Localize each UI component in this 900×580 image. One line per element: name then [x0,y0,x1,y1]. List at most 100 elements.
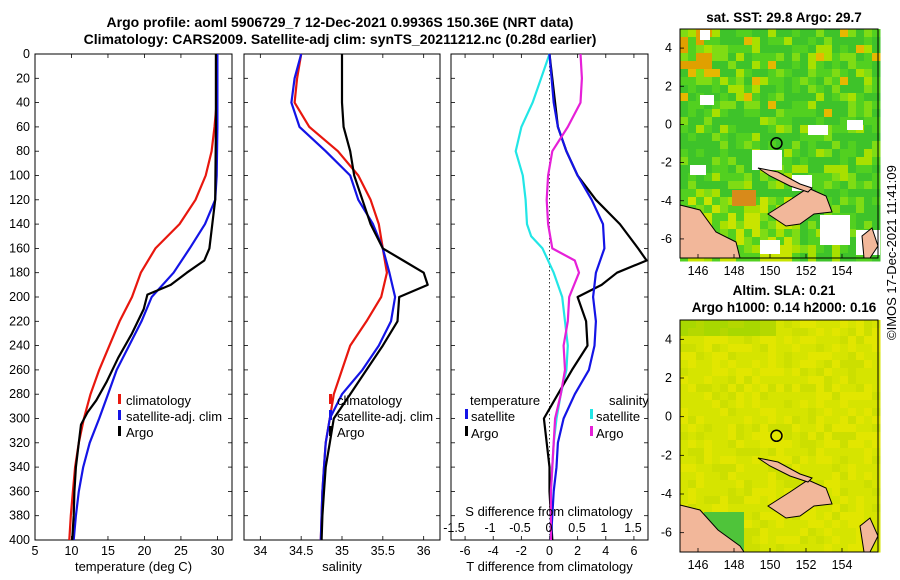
map-cell [848,448,857,457]
map-cell [712,173,721,182]
map-cell [856,456,865,465]
map-cell [744,440,753,449]
map-cell [848,352,857,361]
s-tick-label: -1.5 [443,521,465,535]
map-cell [704,424,713,433]
map-cell [848,173,857,182]
y-tick-label: 220 [9,314,30,328]
map-cell [832,432,841,441]
map-cell [728,85,737,94]
map-cell [840,45,849,54]
map-cell [728,109,737,118]
map-cell [720,464,729,473]
map-cell [760,488,769,497]
map-cell [728,392,737,401]
map-cell [832,480,841,489]
map-cell [728,117,737,126]
y-tick-label: 100 [9,169,30,183]
map-cell [856,213,865,222]
map-cell [792,221,801,230]
map-cell [760,504,769,513]
map-cell [856,368,865,377]
map-cell [872,93,881,102]
missing-data [808,125,828,135]
map-cell [840,85,849,94]
map-cell [816,528,825,537]
map-cell [864,77,873,86]
map-cell [856,328,865,337]
map-cell [712,125,721,134]
x-tick-label: 36 [417,544,431,558]
map-cell [752,528,761,537]
map-cell [680,93,689,102]
map-cell [856,464,865,473]
map-cell [840,384,849,393]
map-cell [864,320,873,329]
map-cell [800,101,809,110]
map-cell [688,45,697,54]
x-tick-label: 148 [724,264,745,278]
map-cell [776,480,785,489]
map-cell [712,181,721,190]
map-cell [744,320,753,329]
map-cell [680,149,689,158]
map-cell [752,93,761,102]
map-cell [712,384,721,393]
map-cell [712,165,721,174]
map-cell [688,173,697,182]
map-cell [864,165,873,174]
map-cell [864,408,873,417]
map-cell [768,512,777,521]
map-cell [872,53,881,62]
map-cell [776,237,785,246]
map-cell [792,432,801,441]
map-cell [832,416,841,425]
map-cell [712,109,721,118]
map-cell [832,245,841,254]
map-cell [816,93,825,102]
map-cell [704,133,713,142]
map-cell [760,424,769,433]
map-cell [848,149,857,158]
legend-title-temperature: temperature [470,393,540,408]
map-cell [760,400,769,409]
map-cell [864,213,873,222]
map-cell [712,221,721,230]
map-cell [824,512,833,521]
x-tick-label: 34 [253,544,267,558]
map-cell [864,141,873,150]
map-cell [720,37,729,46]
map-cell [752,368,761,377]
map-cell [784,141,793,150]
map-cell [736,496,745,505]
map-cell [832,392,841,401]
map-cell [776,77,785,86]
map-cell [776,472,785,481]
map-cell [832,93,841,102]
map-cell [680,173,689,182]
map-cell [840,125,849,134]
map-cell [728,69,737,78]
map-cell [872,480,881,489]
map-cell [736,85,745,94]
map-cell [728,472,737,481]
map-cell [720,173,729,182]
map-cell [744,125,753,134]
map-cell [680,197,689,206]
s-tick-label: 0 [546,521,553,535]
map-cell [800,328,809,337]
map-cell [848,61,857,70]
map-cell [728,464,737,473]
map-cell [704,157,713,166]
map-cell [808,400,817,409]
map-cell [768,496,777,505]
map-cell [696,488,705,497]
map-cell [712,205,721,214]
y-tick-label: -4 [661,487,672,501]
map-cell [792,77,801,86]
map-cell [712,408,721,417]
map-cell [864,448,873,457]
map-cell [736,29,745,38]
map-cell [712,448,721,457]
map-cell [776,360,785,369]
